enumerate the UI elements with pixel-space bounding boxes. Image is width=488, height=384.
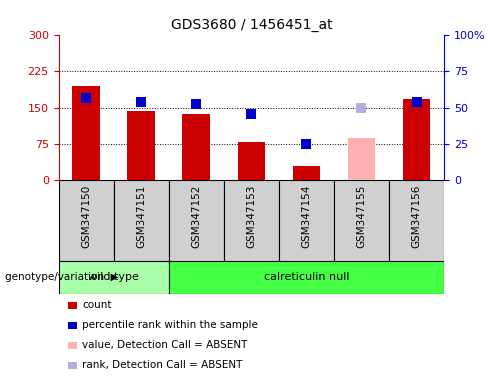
Point: [413, 99, 421, 105]
Text: value, Detection Call = ABSENT: value, Detection Call = ABSENT: [82, 340, 247, 350]
FancyBboxPatch shape: [59, 180, 114, 261]
Point: [192, 101, 200, 107]
Text: genotype/variation  ▶: genotype/variation ▶: [5, 272, 119, 283]
Bar: [293, 166, 320, 180]
Point: [82, 95, 90, 101]
Text: GSM347151: GSM347151: [136, 185, 146, 248]
Point: [303, 141, 310, 147]
Bar: [347, 138, 375, 180]
Text: GSM347150: GSM347150: [81, 185, 91, 248]
Text: GSM347155: GSM347155: [356, 185, 366, 248]
Bar: [72, 86, 100, 180]
Bar: [127, 111, 155, 180]
Point: [247, 111, 255, 117]
Bar: [238, 142, 265, 180]
FancyBboxPatch shape: [334, 180, 389, 261]
FancyBboxPatch shape: [169, 261, 444, 294]
Bar: [183, 114, 210, 180]
FancyBboxPatch shape: [114, 180, 169, 261]
FancyBboxPatch shape: [279, 180, 334, 261]
FancyBboxPatch shape: [169, 180, 224, 261]
Text: GSM347154: GSM347154: [302, 185, 311, 248]
Point: [137, 99, 145, 105]
FancyBboxPatch shape: [59, 261, 169, 294]
FancyBboxPatch shape: [389, 180, 444, 261]
Text: GSM347156: GSM347156: [411, 185, 422, 248]
Text: wild type: wild type: [88, 272, 139, 283]
Bar: [403, 99, 430, 180]
Text: rank, Detection Call = ABSENT: rank, Detection Call = ABSENT: [82, 360, 243, 370]
Text: percentile rank within the sample: percentile rank within the sample: [82, 320, 258, 330]
Text: calreticulin null: calreticulin null: [264, 272, 349, 283]
Text: GSM347152: GSM347152: [191, 185, 201, 248]
Point: [358, 106, 366, 112]
FancyBboxPatch shape: [224, 180, 279, 261]
Title: GDS3680 / 1456451_at: GDS3680 / 1456451_at: [170, 18, 332, 32]
Text: GSM347153: GSM347153: [246, 185, 256, 248]
Text: count: count: [82, 300, 111, 310]
